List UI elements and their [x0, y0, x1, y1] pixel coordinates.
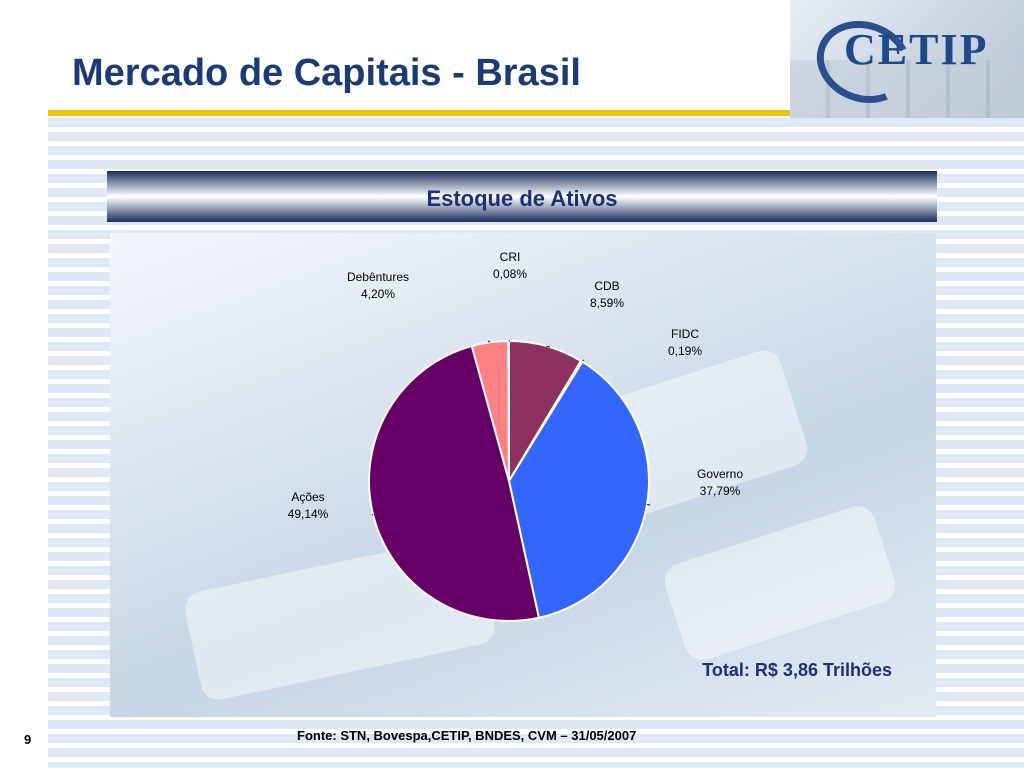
slice-value-label-5: 0,08% [493, 267, 527, 281]
cetip-logo: CETIP [844, 25, 989, 74]
page-number: 9 [24, 732, 32, 747]
pie-slice-3 [368, 344, 541, 622]
chart-panel: CDB 8,59% FIDC 0,19% Governo 37,79% Ações 49,14… [110, 233, 936, 717]
slice-value-label-2: 37,79% [700, 484, 741, 498]
slice-label-2: Governo [697, 467, 743, 481]
slice-value-label-0: 8,59% [590, 296, 624, 310]
slice-label-1: FIDC [671, 327, 699, 341]
page-title: Mercado de Capitais - Brasil [72, 52, 581, 94]
slice-label-0: CDB [594, 279, 619, 293]
pie-chart: CDB 8,59% FIDC 0,19% Governo 37,79% Ações 49,14… [288, 250, 743, 622]
slice-label-4: Debêntures [347, 270, 409, 284]
slice-value-label-4: 4,20% [361, 287, 395, 301]
total-label: Total: R$ 3,86 Trilhões [702, 660, 892, 680]
section-banner: Estoque de Ativos [107, 171, 937, 222]
title-underline [48, 110, 824, 116]
slice-value-label-3: 49,14% [288, 507, 329, 521]
slice-value-label-1: 0,19% [668, 344, 702, 358]
keyboard-image [790, 60, 1024, 118]
leader-line-4 [487, 340, 491, 343]
leader-line-0 [546, 345, 551, 348]
slice-label-5: CRI [500, 250, 521, 264]
pie-slice-2 [507, 360, 650, 619]
leader-line-2 [646, 503, 651, 506]
slice-label-3: Ações [291, 490, 324, 504]
source-note: Fonte: STN, Bovespa,CETIP, BNDES, CVM – … [297, 728, 637, 743]
banner-label: Estoque de Ativos [426, 186, 618, 211]
logo-area: CETIP [790, 0, 1024, 118]
pie-slice-5 [507, 339, 510, 482]
